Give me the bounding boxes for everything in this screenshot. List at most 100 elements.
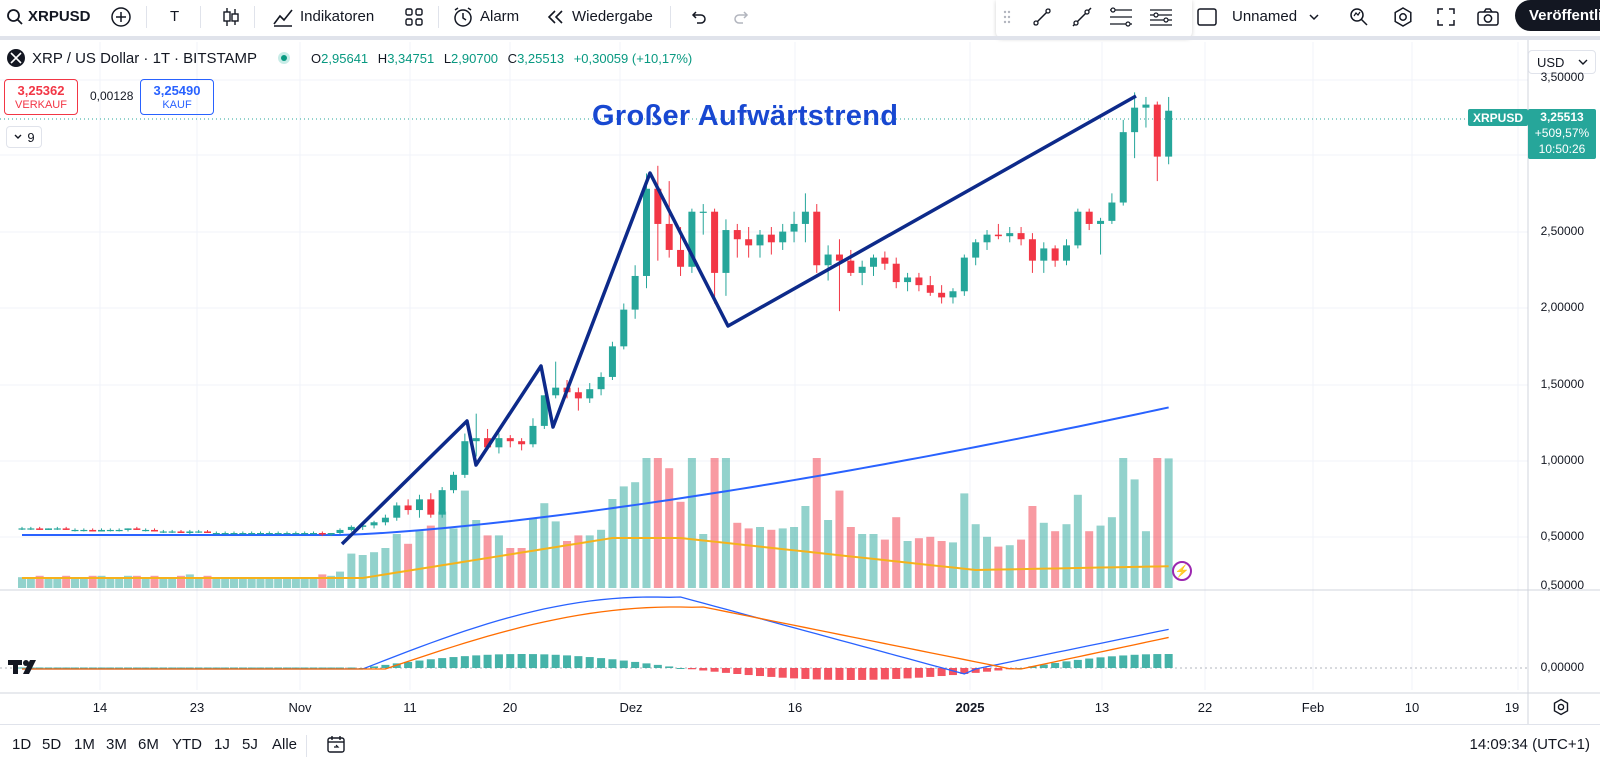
search-icon <box>7 8 23 25</box>
open-value: 2,95641 <box>321 50 369 66</box>
volume-bar <box>79 577 88 588</box>
currency-select[interactable]: USD <box>1528 50 1596 74</box>
current-change: +509,57% <box>1534 126 1590 140</box>
macd-histogram-bar <box>460 656 469 668</box>
scale-settings-button[interactable] <box>1552 698 1570 721</box>
tradingview-logo[interactable] <box>8 658 42 682</box>
trend-drawing[interactable] <box>340 94 1137 546</box>
alert-button[interactable]: Alarm <box>452 0 519 33</box>
drag-handle[interactable] <box>1002 0 1012 33</box>
symbol-legend[interactable]: XRP / US Dollar · 1T · BITSTAMP O2,95641… <box>6 48 692 68</box>
volume-bar <box>1085 531 1094 588</box>
volume-bar <box>948 542 957 588</box>
trend-zigzag-line <box>340 94 1137 546</box>
interval-button[interactable]: T <box>170 0 179 33</box>
chart-type-button[interactable] <box>220 0 242 33</box>
gear-icon <box>1394 6 1412 27</box>
buy-label: KAUF <box>162 99 192 111</box>
undo-button[interactable] <box>688 0 708 33</box>
redo-button[interactable] <box>732 0 752 33</box>
volume-bar <box>358 555 367 588</box>
publish-button[interactable]: Veröffentli <box>1515 0 1600 31</box>
volume-bar <box>892 517 901 588</box>
sell-button[interactable]: 3,25362 VERKAUF <box>4 79 78 115</box>
range-button[interactable]: Alle <box>272 736 298 753</box>
indicators-toggle[interactable]: 9 <box>6 126 42 148</box>
chart-annotation[interactable]: Großer Aufwärtstrend <box>592 100 899 132</box>
range-button[interactable]: 6M <box>138 736 159 753</box>
range-button[interactable]: 5D <box>42 736 62 753</box>
candle-body <box>415 499 423 511</box>
volume-bar <box>168 577 177 588</box>
lightning-icon[interactable]: ⚡ <box>1172 561 1192 581</box>
chart-canvas[interactable] <box>0 0 1600 724</box>
volume-bar <box>721 458 730 588</box>
legend-title: XRP / US Dollar · 1T · BITSTAMP <box>32 49 258 67</box>
volume-bar <box>665 468 674 588</box>
compare-button[interactable] <box>110 0 132 33</box>
indicators-count: 9 <box>27 129 35 145</box>
candle-body <box>688 211 696 267</box>
macd-histogram-bar <box>1073 659 1082 668</box>
volume-bar <box>238 577 247 588</box>
trendline-icon <box>1033 7 1051 26</box>
candle-body <box>495 438 503 448</box>
volume-bar <box>300 577 309 588</box>
range-button[interactable]: 3M <box>106 736 127 753</box>
volume-bar <box>203 575 212 588</box>
candle-body <box>347 526 355 530</box>
symbol-search[interactable]: XRPUSD <box>6 0 91 33</box>
macd-histogram-bar <box>309 667 318 669</box>
macd-histogram-bar <box>438 658 447 668</box>
settings-button[interactable] <box>1392 0 1414 33</box>
macd-histogram-bar <box>53 667 62 669</box>
indicators-button[interactable]: Indikatoren <box>272 0 374 33</box>
macd-histogram-bar <box>347 667 356 669</box>
volume-bar <box>141 577 150 588</box>
clock-timezone[interactable]: 14:09:34 (UTC+1) <box>1469 736 1590 753</box>
volume-bar <box>124 575 132 588</box>
macd-histogram-bar <box>404 661 413 668</box>
candlesticks <box>18 92 1173 537</box>
replay-button[interactable]: Wiedergabe <box>546 0 653 33</box>
screenshot-button[interactable] <box>1476 0 1500 33</box>
macd-histogram-bar <box>880 668 889 680</box>
fullscreen-button[interactable] <box>1436 0 1456 33</box>
currency-label: USD <box>1537 54 1565 70</box>
candle-body <box>756 234 764 246</box>
volume-bar <box>256 577 265 588</box>
ray-tool[interactable] <box>1070 0 1094 33</box>
low-label: L <box>443 50 452 66</box>
macd-histogram-bar <box>203 667 212 669</box>
volume-bar <box>1017 539 1026 588</box>
candle-body <box>801 211 809 224</box>
buy-button[interactable]: 3,25490 KAUF <box>140 79 214 115</box>
goto-date-button[interactable] <box>326 734 348 761</box>
fib-tool[interactable] <box>1108 0 1134 33</box>
candle-body <box>265 533 273 535</box>
pitchfork-tool[interactable] <box>1148 0 1174 33</box>
candle-body <box>1153 104 1161 157</box>
candle-body <box>89 529 97 532</box>
range-button[interactable]: 1J <box>214 736 230 753</box>
macd-histogram-bar <box>858 668 867 680</box>
candle-body <box>381 517 389 523</box>
candle-body <box>318 533 326 535</box>
macd-histogram-bar <box>892 668 901 679</box>
volume-bar <box>528 518 537 588</box>
range-button[interactable]: YTD <box>172 736 202 753</box>
templates-button[interactable] <box>404 0 424 33</box>
candle-body <box>847 260 855 273</box>
macd-histogram-bar <box>35 667 44 669</box>
candle-body <box>745 239 753 246</box>
trendline-tool[interactable] <box>1030 0 1054 33</box>
quick-search-button[interactable] <box>1348 0 1370 33</box>
layout-button[interactable]: Unnamed <box>1196 0 1321 33</box>
volume-bar <box>115 577 124 588</box>
volume-bar <box>551 521 560 588</box>
macd-histogram <box>18 654 1173 680</box>
range-button[interactable]: 5J <box>242 736 258 753</box>
range-button[interactable]: 1M <box>74 736 95 753</box>
range-button[interactable]: 1D <box>12 736 32 753</box>
time-axis-label: 13 <box>1094 700 1110 715</box>
